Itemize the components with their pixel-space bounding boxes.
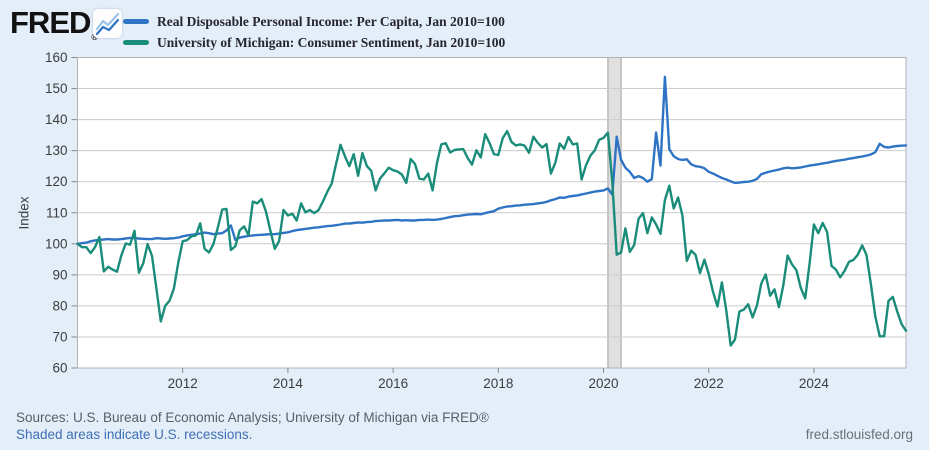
y-tick-label: 80	[52, 298, 67, 313]
y-tick-label: 130	[45, 143, 68, 158]
legend-item-sentiment[interactable]: University of Michigan: Consumer Sentime…	[123, 32, 505, 53]
legend-item-income[interactable]: Real Disposable Personal Income: Per Cap…	[123, 11, 505, 32]
fred-line-chart-icon	[93, 9, 122, 38]
y-tick-label: 120	[45, 174, 68, 189]
x-tick-label: 2020	[589, 376, 619, 391]
legend-swatch-sentiment	[123, 40, 149, 45]
y-tick-label: 60	[52, 361, 67, 376]
recession-note-link[interactable]: Shaded areas indicate U.S. recessions.	[16, 427, 253, 442]
y-tick-label: 140	[45, 112, 68, 127]
x-tick-label: 2022	[694, 376, 724, 391]
legend-label-sentiment: University of Michigan: Consumer Sentime…	[157, 34, 506, 50]
series-line-2[interactable]	[76, 129, 908, 347]
y-tick-label: 150	[45, 81, 68, 96]
y-tick-label: 70	[52, 329, 67, 344]
y-tick-label: 110	[46, 205, 68, 220]
y-tick-label: 160	[45, 50, 68, 65]
plot-border	[77, 57, 907, 369]
y-axis-title: Index	[16, 196, 32, 230]
x-tick-label: 2012	[168, 376, 198, 391]
fred-logo-text: FRED	[10, 5, 91, 40]
x-tick-label: 2016	[378, 376, 408, 391]
legend-label-income: Real Disposable Personal Income: Per Cap…	[157, 13, 505, 29]
fred-site-link[interactable]: fred.stlouisfed.org	[805, 427, 913, 442]
x-tick-label: 2014	[273, 376, 304, 391]
x-tick-label: 2018	[483, 376, 513, 391]
sources-text: Sources: U.S. Bureau of Economic Analysi…	[16, 410, 489, 425]
legend-swatch-income	[123, 19, 149, 24]
chart-legend: Real Disposable Personal Income: Per Cap…	[123, 11, 505, 53]
y-tick-label: 90	[52, 267, 67, 282]
y-tick-label: 100	[45, 236, 68, 251]
x-tick-label: 2024	[799, 376, 830, 391]
